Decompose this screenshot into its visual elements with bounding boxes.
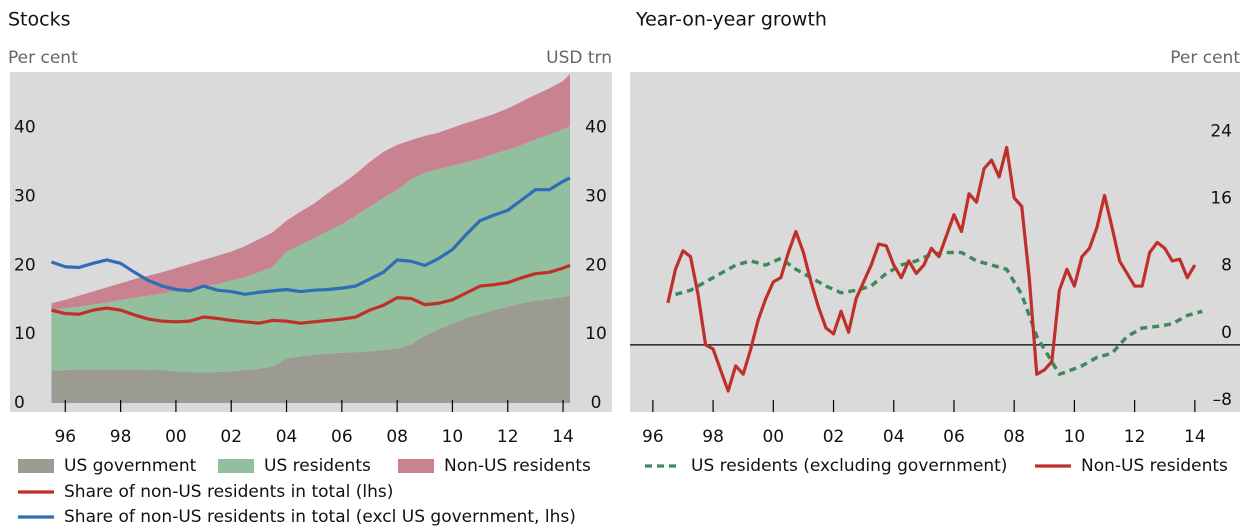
x-tick-label: 14: [552, 427, 574, 447]
x-tick-label: 06: [331, 427, 353, 447]
y-tick-label: 10: [14, 324, 36, 344]
plot-background: [630, 72, 1240, 412]
legend-label: Share of non-US residents in total (excl…: [64, 507, 576, 527]
x-tick-label: 08: [386, 427, 408, 447]
y-tick-label: 0: [14, 393, 25, 413]
y-axis-label: Per cent: [1170, 48, 1240, 68]
line: [674, 250, 1203, 376]
area: [51, 295, 570, 404]
legend-label: Non-US residents: [444, 456, 591, 476]
x-tick-label: 04: [883, 427, 905, 447]
y2-tick-label: 20: [585, 255, 607, 275]
y-tick-label: 24: [1210, 121, 1232, 141]
area: [51, 74, 570, 311]
legend-swatch: [398, 459, 434, 473]
y-tick-label: 16: [1210, 189, 1232, 209]
y2-tick-label: 0: [591, 393, 602, 413]
y2-tick-label: 10: [585, 324, 607, 344]
y-tick-label: 30: [14, 187, 36, 207]
y2-axis-label: USD trn: [546, 48, 612, 68]
x-tick-label: 98: [702, 427, 724, 447]
x-tick-label: 00: [762, 427, 784, 447]
line: [51, 263, 571, 325]
x-tick-label: 04: [276, 427, 298, 447]
legend-swatch: [218, 459, 254, 473]
x-tick-label: 14: [1184, 427, 1206, 447]
chart-title: Stocks: [8, 9, 70, 31]
x-tick-label: 08: [1003, 427, 1025, 447]
x-tick-label: 02: [823, 427, 845, 447]
x-tick-label: 98: [110, 427, 132, 447]
legend-label: US government: [64, 456, 197, 476]
y-tick-label: 20: [14, 255, 36, 275]
line: [50, 176, 571, 296]
legend-label: US residents: [264, 456, 371, 476]
x-tick-label: 96: [54, 427, 76, 447]
y-tick-label: –8: [1213, 390, 1232, 410]
x-tick-label: 06: [943, 427, 965, 447]
legend-swatch: [18, 459, 54, 473]
x-tick-label: 12: [1124, 427, 1146, 447]
legend-label: Non-US residents: [1081, 456, 1228, 476]
x-tick-label: 10: [1064, 427, 1086, 447]
x-tick-label: 00: [165, 427, 187, 447]
legend-label: Share of non-US residents in total (lhs): [64, 482, 393, 502]
y-tick-label: 8: [1221, 256, 1232, 276]
chart-title: Year-on-year growth: [635, 9, 827, 31]
x-tick-label: 12: [497, 427, 519, 447]
line: [666, 145, 1197, 393]
y-tick-label: 0: [1221, 323, 1232, 343]
y-tick-label: 40: [14, 118, 36, 138]
legend-label: US residents (excluding government): [691, 456, 1007, 476]
y2-tick-label: 40: [585, 118, 607, 138]
area: [51, 126, 570, 373]
y-axis-label: Per cent: [8, 48, 78, 68]
x-tick-label: 10: [442, 427, 464, 447]
x-tick-label: 96: [642, 427, 664, 447]
y2-tick-label: 30: [585, 187, 607, 207]
x-tick-label: 02: [220, 427, 242, 447]
